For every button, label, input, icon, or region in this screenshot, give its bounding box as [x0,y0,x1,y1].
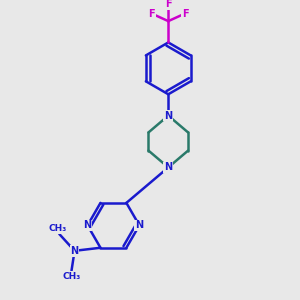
Text: CH₃: CH₃ [62,272,81,281]
Text: F: F [182,8,188,19]
Text: F: F [148,8,155,19]
Text: N: N [70,246,79,256]
Text: N: N [83,220,92,230]
Text: N: N [164,111,172,121]
Text: N: N [164,162,172,172]
Text: CH₃: CH₃ [49,224,67,233]
Text: F: F [165,0,172,9]
Text: N: N [135,220,143,230]
